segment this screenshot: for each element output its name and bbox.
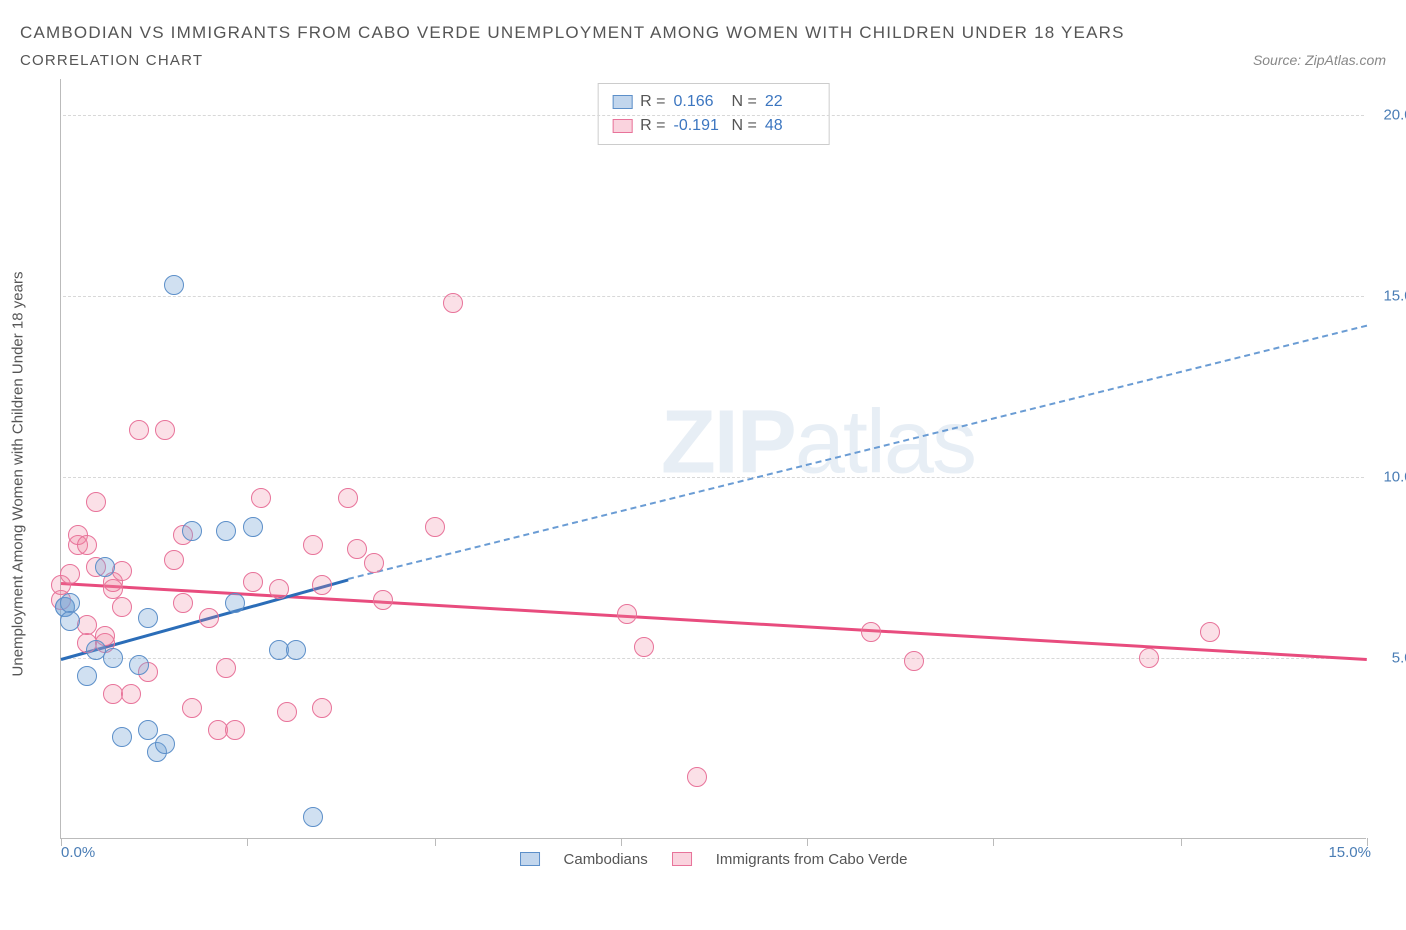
x-tick (621, 838, 622, 846)
y-tick-label: 15.0% (1376, 287, 1406, 304)
data-point (286, 640, 306, 660)
bottom-legend: Cambodians Immigrants from Cabo Verde (520, 851, 908, 868)
data-point (225, 720, 245, 740)
data-point (112, 727, 132, 747)
data-point (303, 535, 323, 555)
x-tick (1367, 838, 1368, 846)
swatch-blue-icon (520, 852, 540, 866)
data-point (425, 517, 445, 537)
data-point (121, 684, 141, 704)
data-point (112, 597, 132, 617)
chart-header: CAMBODIAN VS IMMIGRANTS FROM CABO VERDE … (0, 0, 1406, 69)
data-point (347, 539, 367, 559)
data-point (164, 550, 184, 570)
data-point (243, 572, 263, 592)
plot-region: ZIPatlas R = 0.166 N = 22 R = -0.191 N =… (60, 79, 1366, 839)
data-point (312, 575, 332, 595)
r-value: -0.191 (674, 114, 724, 138)
data-point (86, 492, 106, 512)
gridline (63, 296, 1364, 297)
subtitle-row: CORRELATION CHART Source: ZipAtlas.com (20, 52, 1386, 69)
r-value: 0.166 (674, 90, 724, 114)
data-point (182, 698, 202, 718)
data-point (364, 553, 384, 573)
data-point (216, 521, 236, 541)
x-tick (807, 838, 808, 846)
data-point (243, 517, 263, 537)
n-label: N = (732, 90, 757, 114)
data-point (904, 651, 924, 671)
watermark: ZIPatlas (661, 391, 975, 494)
y-axis-title: Unemployment Among Women with Children U… (10, 271, 27, 676)
gridline (63, 477, 1364, 478)
data-point (251, 488, 271, 508)
correlation-row-2: R = -0.191 N = 48 (612, 114, 815, 138)
x-tick (61, 838, 62, 846)
legend-label-2: Immigrants from Cabo Verde (716, 851, 908, 868)
data-point (634, 637, 654, 657)
data-point (277, 702, 297, 722)
data-point (95, 557, 115, 577)
data-point (199, 608, 219, 628)
data-point (112, 561, 132, 581)
data-point (269, 579, 289, 599)
data-point (77, 666, 97, 686)
data-point (155, 420, 175, 440)
data-point (225, 593, 245, 613)
n-label: N = (732, 114, 757, 138)
n-value: 22 (765, 90, 815, 114)
swatch-pink-icon (672, 852, 692, 866)
data-point (155, 734, 175, 754)
data-point (173, 593, 193, 613)
correlation-box: R = 0.166 N = 22 R = -0.191 N = 48 (597, 83, 830, 145)
chart-subtitle: CORRELATION CHART (20, 52, 203, 69)
r-label: R = (640, 114, 665, 138)
data-point (182, 521, 202, 541)
trendline (348, 325, 1367, 580)
correlation-row-1: R = 0.166 N = 22 (612, 90, 815, 114)
x-tick (247, 838, 248, 846)
x-tick (993, 838, 994, 846)
data-point (1200, 622, 1220, 642)
data-point (60, 611, 80, 631)
data-point (60, 564, 80, 584)
data-point (129, 655, 149, 675)
data-point (443, 293, 463, 313)
data-point (138, 720, 158, 740)
legend-label-1: Cambodians (564, 851, 648, 868)
chart-title: CAMBODIAN VS IMMIGRANTS FROM CABO VERDE … (20, 20, 1386, 46)
x-tick (1181, 838, 1182, 846)
data-point (138, 608, 158, 628)
n-value: 48 (765, 114, 815, 138)
y-tick-label: 10.0% (1376, 468, 1406, 485)
data-point (60, 593, 80, 613)
y-tick-label: 20.0% (1376, 106, 1406, 123)
data-point (617, 604, 637, 624)
data-point (103, 648, 123, 668)
gridline (63, 115, 1364, 116)
data-point (373, 590, 393, 610)
gridline (63, 658, 1364, 659)
data-point (129, 420, 149, 440)
x-min-label: 0.0% (61, 844, 95, 861)
data-point (687, 767, 707, 787)
data-point (1139, 648, 1159, 668)
swatch-pink-icon (612, 119, 632, 133)
data-point (77, 535, 97, 555)
data-point (303, 807, 323, 827)
swatch-blue-icon (612, 95, 632, 109)
data-point (338, 488, 358, 508)
trendline (61, 582, 1367, 661)
chart-area: Unemployment Among Women with Children U… (60, 79, 1386, 869)
data-point (312, 698, 332, 718)
r-label: R = (640, 90, 665, 114)
data-point (861, 622, 881, 642)
x-max-label: 15.0% (1328, 844, 1371, 861)
y-tick-label: 5.0% (1376, 649, 1406, 666)
data-point (164, 275, 184, 295)
data-point (216, 658, 236, 678)
x-tick (435, 838, 436, 846)
chart-source: Source: ZipAtlas.com (1253, 52, 1386, 68)
